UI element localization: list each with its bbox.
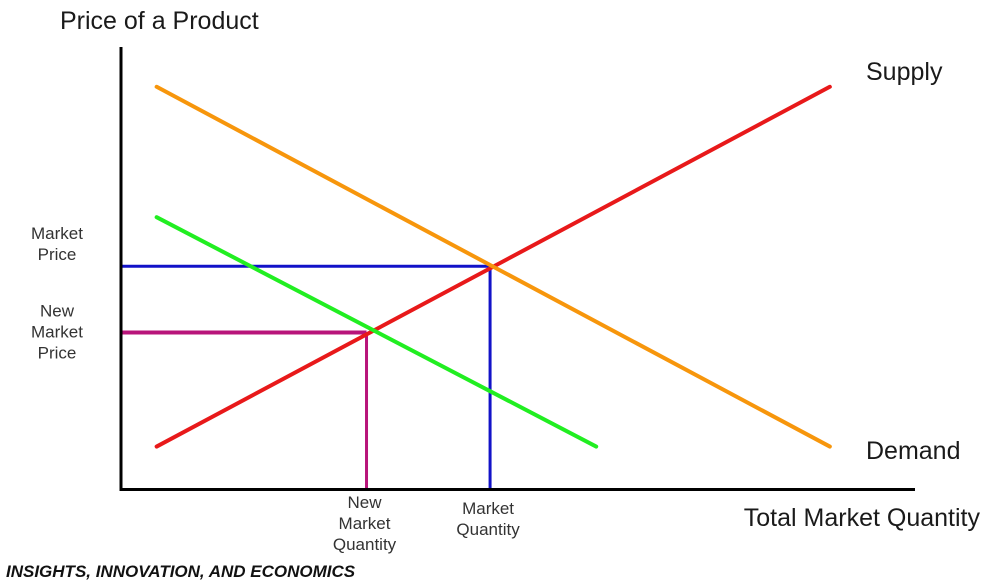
series-lines (154, 84, 832, 449)
new-market-quantity-label: New Market Quantity (333, 493, 397, 554)
y-axis-label: Price of a Product (60, 7, 259, 35)
guide-lines (121, 264, 492, 489)
footer-text: INSIGHTS, INNOVATION, AND ECONOMICS (6, 562, 356, 581)
x-axis-label: Total Market Quantity (744, 504, 981, 532)
shifted-demand-line (154, 215, 599, 449)
demand-line (154, 84, 832, 449)
guide-labels: Market Price Market Quantity New Market Price N… (31, 224, 520, 554)
series-label-demand: Demand (866, 437, 961, 465)
series-label-supply: Supply (866, 58, 943, 86)
market-quantity-label: Market Quantity (456, 499, 520, 539)
market-price-label: Market Price (31, 224, 83, 264)
new-market-price-label: New Market Price (31, 302, 83, 363)
